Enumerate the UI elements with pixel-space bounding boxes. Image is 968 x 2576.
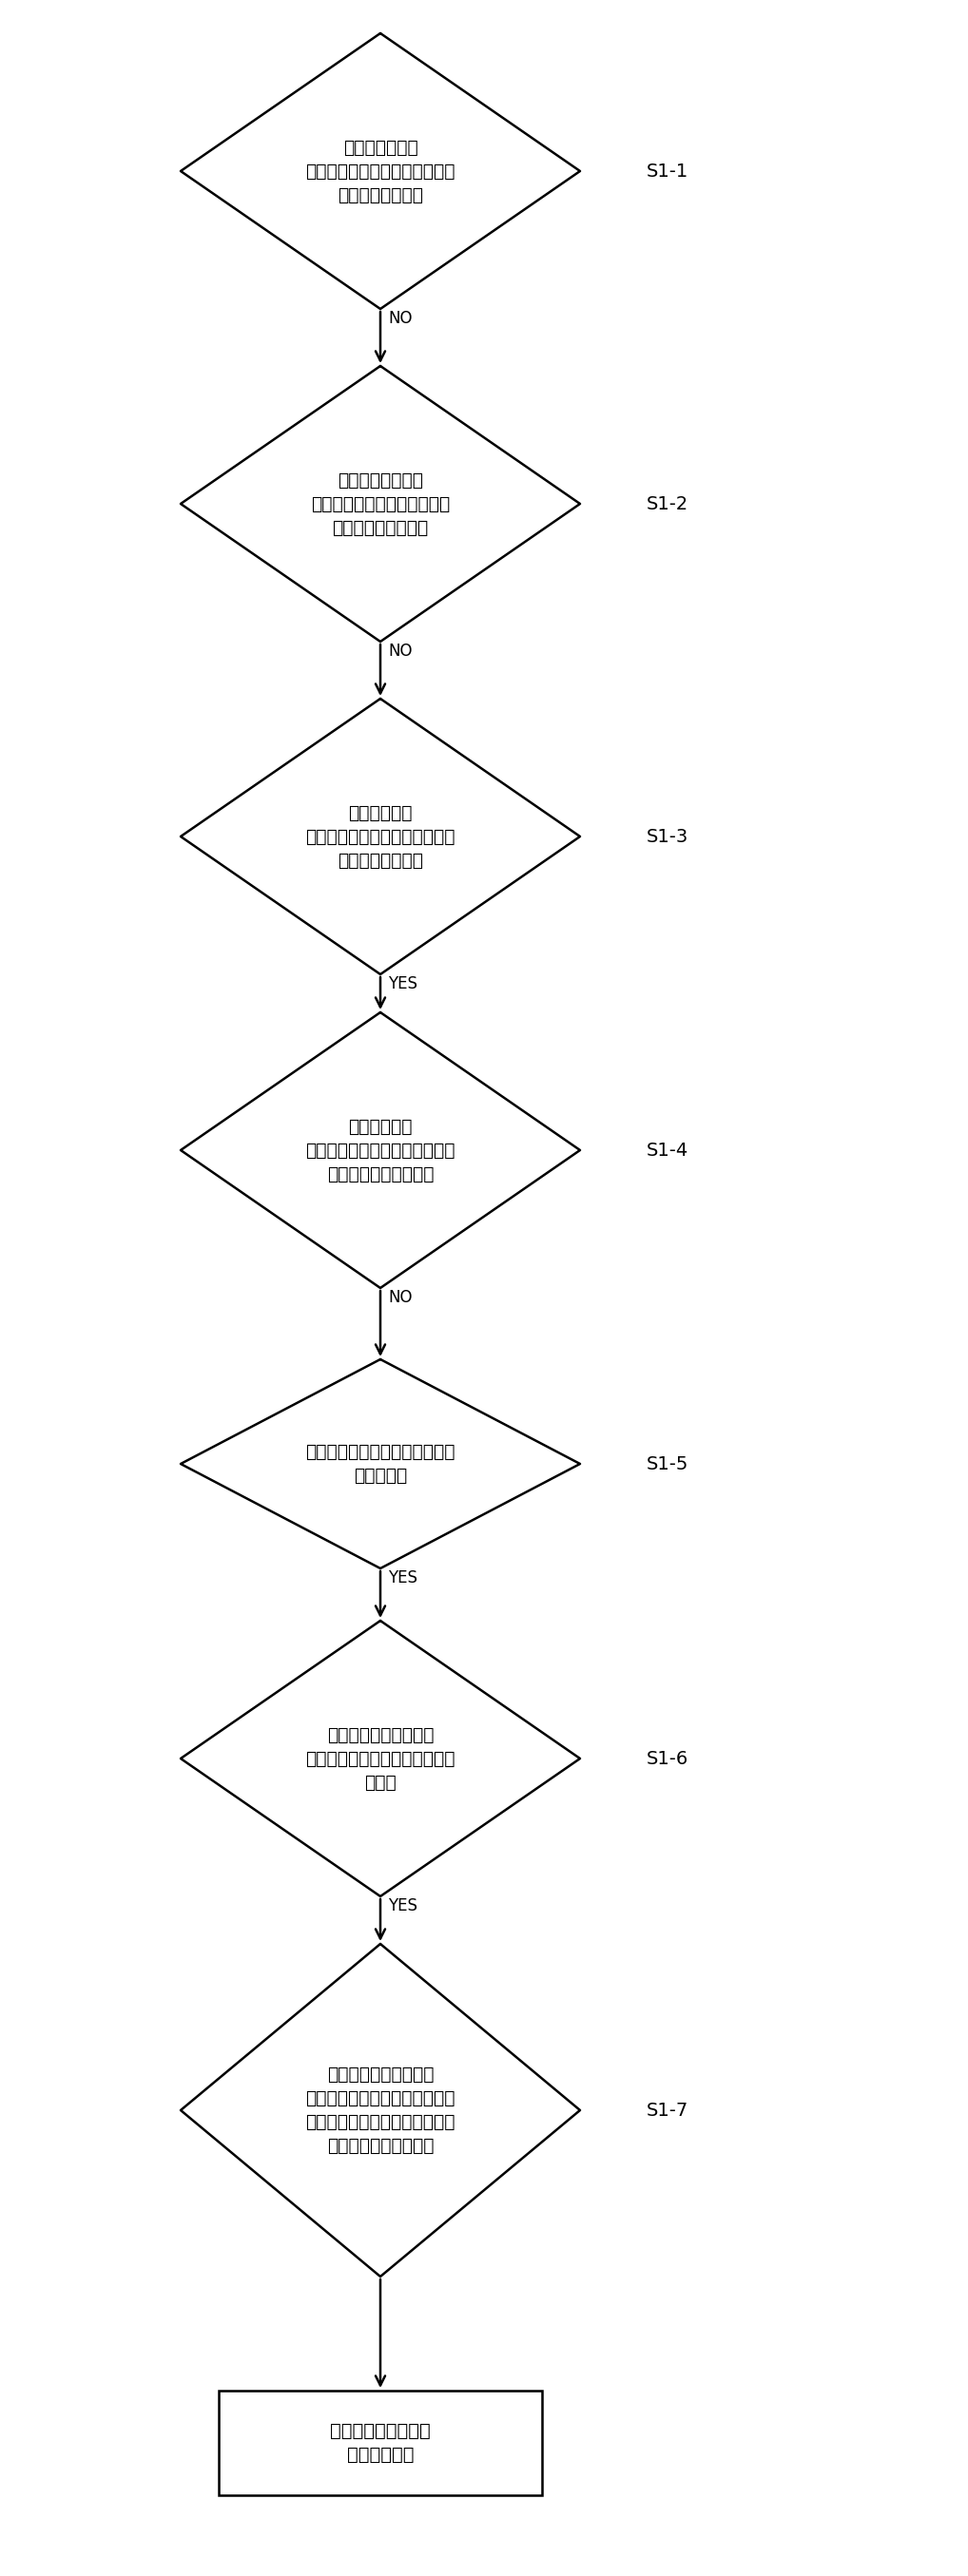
Text: 发动机控制器对
大气压力传感器进行诊断，并判
断是否有故障发生: 发动机控制器对 大气压力传感器进行诊断，并判 断是否有故障发生 [306,139,455,204]
Text: NO: NO [388,641,412,659]
Text: YES: YES [388,976,417,992]
Text: YES: YES [388,1899,417,1914]
Text: S1-7: S1-7 [647,2102,688,2120]
Text: 判定发动机的硬件处
于可检测工况: 判定发动机的硬件处 于可检测工况 [330,2421,431,2463]
Text: 发动机控制器检测发动机是否处
于运行状态: 发动机控制器检测发动机是否处 于运行状态 [306,1443,455,1484]
Text: 发动机控制器检测电子
泄压阀的开启标志位使能功能是
否正常: 发动机控制器检测电子 泄压阀的开启标志位使能功能是 否正常 [306,1726,455,1790]
Text: NO: NO [388,309,412,327]
Text: S1-2: S1-2 [647,495,688,513]
Text: S1-6: S1-6 [647,1749,688,1767]
Text: S1-3: S1-3 [647,827,688,845]
Text: 发动机控制器对进
气压力传感器机进行诊断，并
判断是否有故障发生: 发动机控制器对进 气压力传感器机进行诊断，并 判断是否有故障发生 [311,471,450,536]
Text: S1-5: S1-5 [647,1455,689,1473]
Bar [219,2391,542,2496]
Text: 发动机控制器
对电子泄压阀的电磁阀进行诊断
判断有无电路故障发生: 发动机控制器 对电子泄压阀的电磁阀进行诊断 判断有无电路故障发生 [306,1118,455,1182]
Text: 发动机控制器
对增压压力传感器进行诊断，判
断是否有故障发生: 发动机控制器 对增压压力传感器进行诊断，判 断是否有故障发生 [306,804,455,868]
Text: YES: YES [388,1569,417,1587]
Text: S1-1: S1-1 [647,162,688,180]
Text: S1-4: S1-4 [647,1141,688,1159]
Text: 发动机控制器判断进气
压力传感器检测的进气压力与大
气压力传感器检测的大气压力的
差值是否达到预定值，: 发动机控制器判断进气 压力传感器检测的进气压力与大 气压力传感器检测的大气压力的… [306,2066,455,2156]
Text: NO: NO [388,1288,412,1306]
